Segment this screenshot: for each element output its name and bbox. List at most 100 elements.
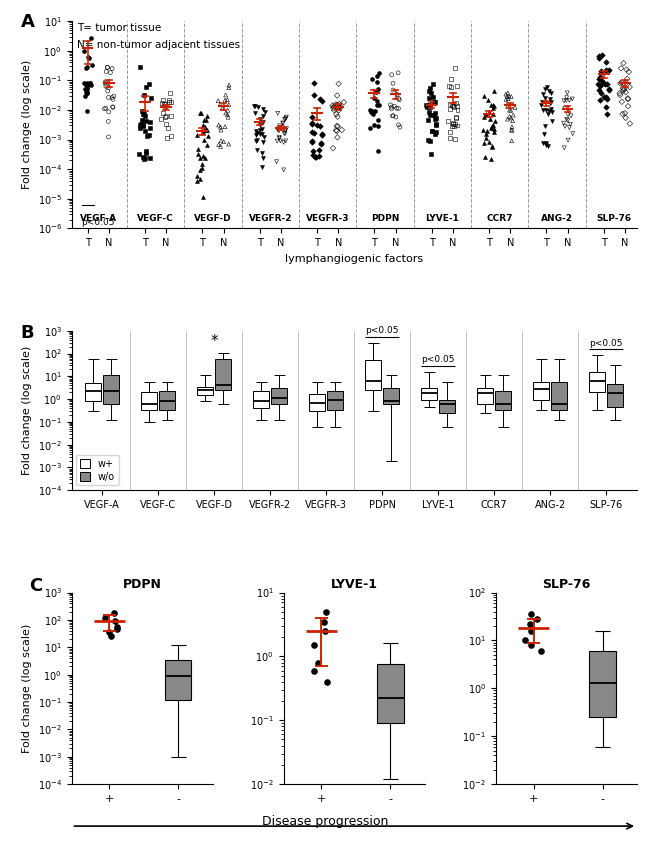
Point [82, 80, 92, 94]
Point [489, 99, 500, 113]
Point [425, 86, 436, 99]
Point [543, 139, 553, 153]
Bar [384, 388, 399, 404]
Point [526, 638, 536, 652]
Point [86, 31, 97, 45]
Point [510, 100, 520, 114]
Point [84, 77, 95, 90]
Point [388, 77, 398, 90]
Point [107, 100, 118, 114]
Point [616, 62, 626, 75]
Point [508, 108, 519, 121]
Point [480, 127, 491, 141]
Point [597, 77, 608, 90]
Text: *: * [211, 334, 218, 349]
Point [81, 78, 91, 92]
Point [339, 95, 349, 109]
Point [82, 82, 92, 95]
Point [87, 58, 98, 72]
Point [258, 151, 268, 164]
Point [372, 75, 382, 89]
Point [545, 93, 555, 106]
Point [196, 158, 207, 171]
Point [604, 83, 614, 96]
Point [372, 82, 383, 95]
Point [196, 106, 207, 120]
Point [83, 76, 93, 89]
Text: p<0.05: p<0.05 [365, 326, 399, 335]
Point [593, 83, 604, 97]
Point [198, 113, 209, 126]
Point [373, 120, 384, 133]
Point [614, 87, 625, 100]
Point [373, 113, 384, 126]
Point [213, 118, 224, 132]
Point [309, 663, 319, 677]
Text: C: C [29, 577, 42, 595]
Point [385, 98, 396, 111]
Point [101, 65, 111, 78]
Point [328, 99, 338, 112]
Point [451, 110, 462, 124]
Point [369, 105, 380, 118]
Point [625, 80, 635, 94]
Point [444, 79, 454, 93]
Point [431, 125, 441, 138]
Point [391, 101, 402, 115]
Point [373, 145, 384, 158]
Point [502, 112, 513, 126]
Point [526, 624, 536, 637]
Point [618, 107, 628, 121]
Bar [590, 372, 605, 392]
Point [198, 125, 208, 138]
Point [486, 121, 496, 135]
Point [141, 146, 151, 159]
Text: ANG-2: ANG-2 [541, 214, 573, 223]
Point [105, 66, 116, 79]
Point [103, 105, 114, 119]
Point [275, 134, 285, 148]
Bar [309, 395, 325, 411]
Point [393, 66, 404, 79]
Point [559, 94, 569, 108]
Point [202, 137, 212, 151]
Point [215, 98, 226, 111]
Point [100, 611, 110, 625]
Point [594, 72, 604, 86]
Point [281, 122, 292, 136]
Point [452, 79, 463, 93]
Point [597, 65, 607, 78]
Point [425, 135, 436, 148]
Point [430, 118, 441, 132]
Point [601, 100, 612, 114]
Point [138, 152, 149, 165]
Point [252, 143, 262, 157]
Point [79, 76, 89, 89]
Point [102, 61, 112, 74]
Point [481, 109, 491, 122]
Point [423, 91, 434, 105]
Point [281, 134, 291, 148]
Point [251, 128, 261, 142]
Point [486, 153, 497, 166]
Point [201, 114, 211, 127]
Point [373, 99, 384, 112]
Point [213, 94, 223, 107]
Point [443, 114, 453, 127]
Point [140, 110, 150, 123]
Point [536, 98, 547, 111]
Point [558, 116, 569, 130]
Point [567, 92, 578, 105]
Point [274, 124, 284, 137]
Point [374, 66, 385, 79]
Bar [607, 384, 623, 407]
Point [449, 120, 460, 133]
Point [315, 92, 326, 105]
Point [541, 138, 551, 152]
Point [252, 126, 262, 139]
Point [162, 131, 172, 144]
Point [594, 49, 604, 62]
Point [224, 78, 234, 92]
Point [307, 110, 318, 123]
Point [422, 114, 433, 127]
